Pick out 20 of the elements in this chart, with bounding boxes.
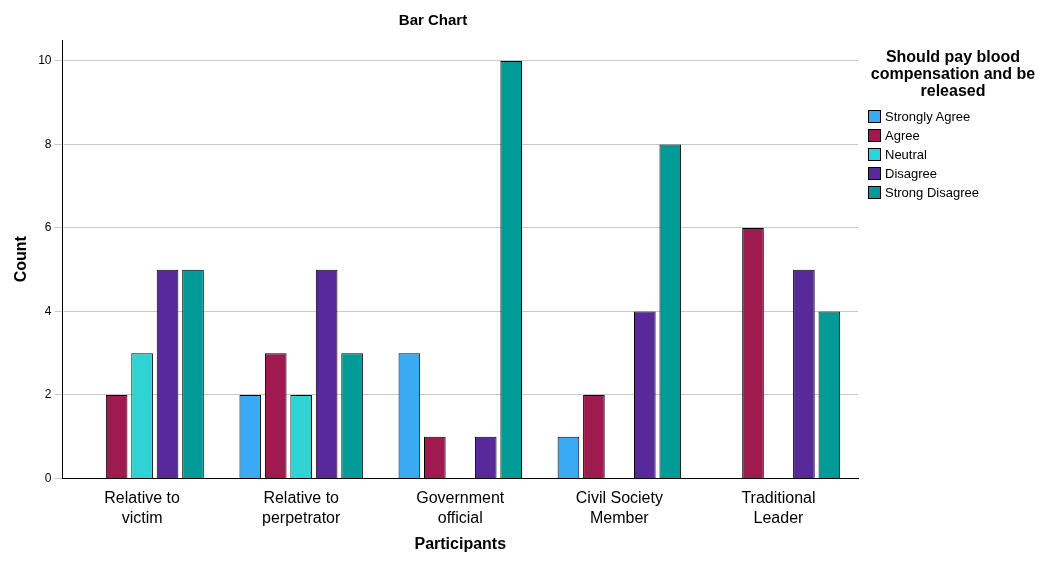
y-tick-label: 2 [44, 387, 52, 402]
legend-title: Should pay blood compensation and be released [869, 48, 1037, 99]
x-axis-title: Participants [414, 534, 507, 552]
x-tick-label: Relative to victim [104, 489, 180, 526]
y-tick-label: 4 [44, 303, 52, 318]
y-tick-label: 0 [44, 470, 52, 485]
y-tick-label: 10 [38, 53, 52, 68]
legend-label: Neutral [885, 147, 927, 162]
y-tick-label: 8 [44, 136, 52, 151]
y-tick-label: 6 [44, 220, 52, 235]
legend-label: Disagree [885, 166, 938, 181]
x-tick-label: Traditional Leader [741, 489, 816, 526]
legend-label: Strong Disagree [885, 185, 979, 200]
legend-label: Strongly Agree [885, 109, 971, 124]
chart-title: Bar Chart [398, 11, 468, 29]
x-tick-label: Relative to perpetrator [262, 489, 341, 526]
x-tick-label: Government official [416, 489, 505, 526]
legend-label: Agree [885, 128, 920, 143]
y-axis-title: Count [12, 235, 30, 283]
x-tick-label: Civil Society Member [575, 489, 663, 526]
